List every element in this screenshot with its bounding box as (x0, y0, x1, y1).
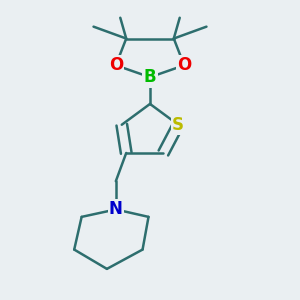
Text: O: O (177, 56, 191, 74)
Text: N: N (109, 200, 123, 218)
Text: B: B (144, 68, 156, 86)
Text: S: S (172, 116, 184, 134)
Text: O: O (109, 56, 123, 74)
